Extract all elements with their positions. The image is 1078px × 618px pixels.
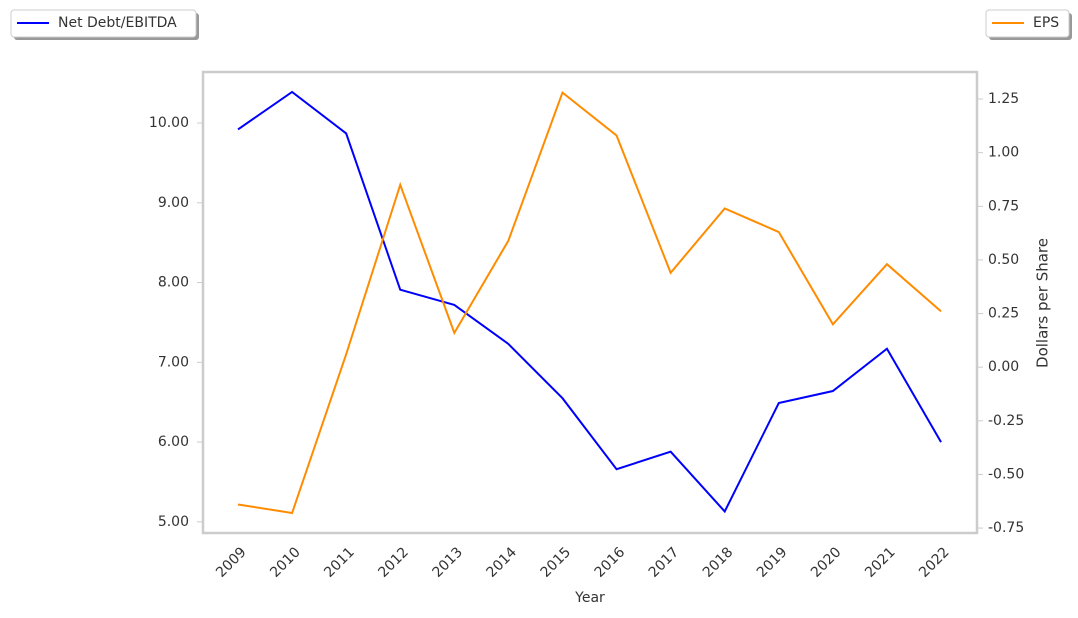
y-tick-label: 5.00: [158, 514, 189, 530]
legend-box: [985, 9, 1070, 38]
y2-tick-label: 0.25: [988, 306, 1019, 322]
y2-tick-label: 0.75: [988, 198, 1019, 214]
y2-tick-label: 0.50: [988, 252, 1019, 268]
y2-tick-label: 1.00: [988, 145, 1019, 161]
legend-label: Net Debt/EBITDA: [58, 15, 177, 31]
y2-tick-label: 1.25: [988, 91, 1019, 107]
legend-label: EPS: [1033, 15, 1059, 31]
x-tick-label: 2011: [321, 544, 358, 581]
x-tick-label: 2012: [375, 544, 412, 581]
legend: EPS: [985, 9, 1072, 40]
x-tick-label: 2017: [646, 544, 683, 581]
x-tick-label: 2018: [700, 544, 737, 581]
series-line: [237, 90, 942, 515]
y-tick-label: 8.00: [158, 275, 189, 291]
y2-tick-label: 0.00: [988, 359, 1019, 375]
x-tick-label: 2015: [538, 544, 575, 581]
y-tick-label: 6.00: [158, 434, 189, 450]
y-tick-label: 9.00: [158, 195, 189, 211]
legend-box: [10, 9, 197, 38]
series-line: [237, 90, 942, 514]
plot-frame: [201, 70, 979, 535]
x-tick-label: 2019: [754, 544, 791, 581]
y-tick-label: 7.00: [158, 354, 189, 370]
x-tick-label: 2009: [213, 544, 250, 581]
x-axis-label: Year: [574, 590, 605, 606]
x-tick-label: 2020: [808, 544, 845, 581]
y2-tick-label: -0.25: [988, 413, 1024, 429]
y2-axis-label: Dollars per Share: [1034, 238, 1052, 368]
x-tick-label: 2013: [429, 544, 466, 581]
legend: Net Debt/EBITDA: [10, 9, 199, 40]
y2-tick-label: -0.75: [988, 520, 1024, 536]
x-tick-label: 2022: [916, 544, 953, 581]
y2-tick-label: -0.50: [988, 466, 1024, 482]
x-tick-label: 2021: [862, 544, 899, 581]
y-tick-label: 10.00: [149, 115, 189, 131]
x-tick-label: 2016: [592, 544, 629, 581]
x-tick-label: 2010: [267, 544, 304, 581]
x-tick-label: 2014: [484, 544, 521, 581]
